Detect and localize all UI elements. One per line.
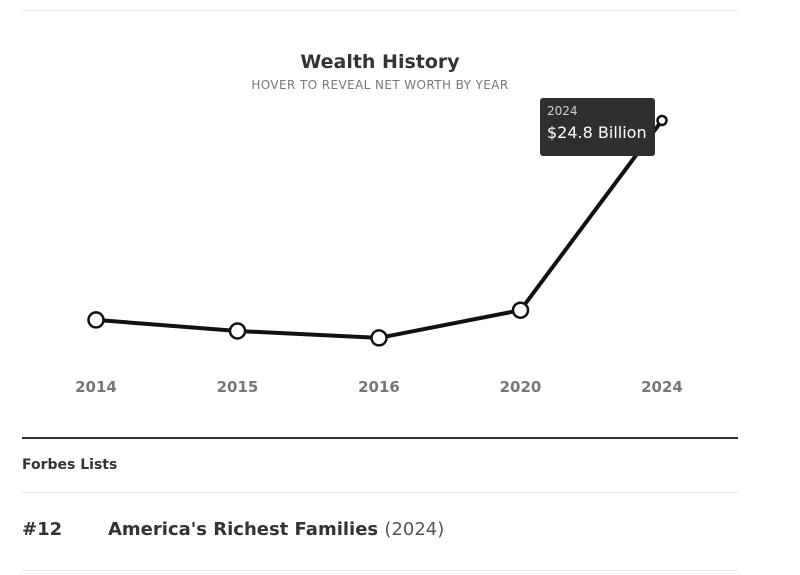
top-divider (22, 10, 738, 11)
x-tick-label-2014: 2014 (75, 378, 117, 396)
wealth-history-chart[interactable]: 2014 2015 2016 2020 2024 (0, 0, 800, 420)
tooltip-year: 2024 (547, 104, 578, 118)
data-point-2015[interactable] (228, 322, 247, 340)
list-year: (2024) (384, 519, 445, 540)
x-tick-label-2020: 2020 (500, 378, 542, 396)
chart-subtitle: HOVER TO REVEAL NET WORTH BY YEAR (251, 78, 509, 92)
data-point-2014[interactable] (87, 311, 105, 329)
data-point-2020[interactable] (511, 301, 530, 319)
forbes-lists-heading: Forbes Lists (22, 457, 118, 473)
data-point-2016[interactable] (370, 329, 388, 347)
x-tick-label-2015: 2015 (217, 378, 259, 396)
list-name[interactable]: America's Richest Families (108, 519, 379, 540)
tooltip-value: $24.8 Billion (547, 123, 647, 142)
list-name-wrapper: America's Richest Families (2024) (108, 519, 444, 540)
list-divider-bottom (22, 570, 738, 571)
forbes-list-item[interactable]: #12 America's Richest Families (2024) (22, 519, 738, 545)
x-tick-label-2016: 2016 (358, 378, 400, 396)
list-divider-top (22, 492, 738, 493)
section-divider (22, 437, 738, 439)
x-tick-label-2024: 2024 (641, 378, 683, 396)
list-rank: #12 (22, 519, 63, 540)
chart-title: Wealth History (300, 51, 460, 73)
net-worth-tooltip: 2024 $24.8 Billion (540, 98, 655, 156)
data-point-2024[interactable] (656, 114, 668, 127)
